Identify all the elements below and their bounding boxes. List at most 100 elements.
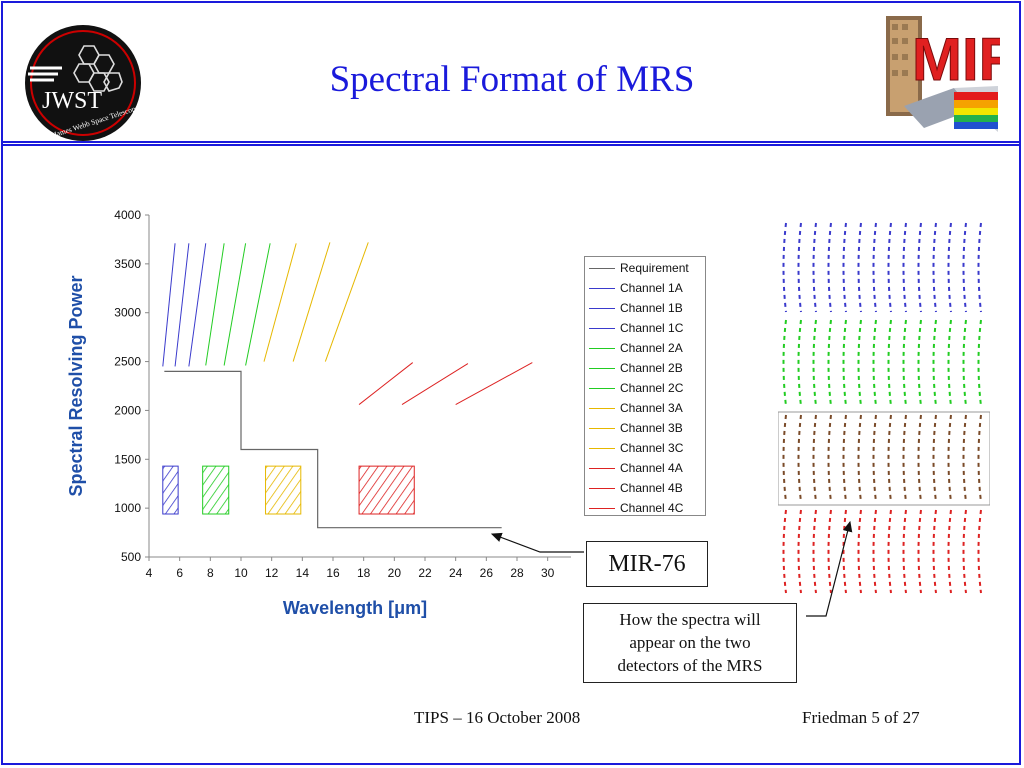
- legend-label: Channel 3A: [620, 401, 683, 415]
- x-tick-label: 30: [541, 566, 555, 580]
- jwst-logo-text: JWST: [42, 88, 102, 114]
- legend-label: Channel 2B: [620, 361, 683, 375]
- detector-images: [778, 220, 990, 596]
- miri-logo-icon: MIRI: [886, 16, 1000, 132]
- detector-panel: [778, 507, 990, 596]
- header-divider: [3, 141, 1021, 146]
- legend-item: Channel 2B: [585, 359, 705, 379]
- legend-item: Requirement: [585, 259, 705, 279]
- legend-swatch: [589, 428, 615, 429]
- legend-label: Channel 2A: [620, 341, 683, 355]
- miri-logo-text: MIRI: [912, 26, 1000, 93]
- legend-item: Channel 4C: [585, 499, 705, 519]
- x-tick-label: 10: [234, 566, 248, 580]
- x-tick-label: 28: [510, 566, 524, 580]
- legend-label: Channel 1C: [620, 321, 684, 335]
- footer-event: TIPS – 16 October 2008: [414, 708, 581, 727]
- series-line: [455, 362, 533, 406]
- y-tick-label: 1000: [114, 501, 141, 515]
- x-tick-label: 16: [326, 566, 340, 580]
- footer-page: Friedman 5 of 27: [802, 708, 920, 727]
- hatched-block: [358, 465, 415, 515]
- legend-item: Channel 2C: [585, 379, 705, 399]
- series-line: [205, 243, 225, 366]
- x-tick-label: 4: [146, 566, 153, 580]
- legend-item: Channel 3B: [585, 419, 705, 439]
- y-tick-label: 1500: [114, 452, 141, 466]
- legend-swatch: [589, 268, 615, 269]
- legend-swatch: [589, 348, 615, 349]
- chart-legend: Requirement Channel 1A Channel 1B Channel 1…: [584, 256, 706, 516]
- legend-swatch: [589, 328, 615, 329]
- legend-swatch: [589, 368, 615, 369]
- legend-label: Channel 3B: [620, 421, 683, 435]
- detector-panel: [778, 317, 990, 409]
- requirement-line: [164, 370, 502, 529]
- hatched-block: [202, 465, 230, 515]
- detector-note-callout: How the spectra will appear on the two d…: [583, 603, 797, 683]
- legend-item: Channel 4A: [585, 459, 705, 479]
- legend-label: Channel 2C: [620, 381, 684, 395]
- x-tick-label: 14: [296, 566, 310, 580]
- hatched-block: [162, 465, 179, 515]
- series-line: [292, 242, 331, 362]
- legend-swatch: [589, 448, 615, 449]
- legend-swatch: [589, 288, 615, 289]
- y-tick-label: 500: [121, 550, 141, 564]
- x-tick-label: 20: [388, 566, 402, 580]
- series-line: [162, 243, 176, 367]
- y-tick-label: 2500: [114, 355, 141, 369]
- legend-item: Channel 3C: [585, 439, 705, 459]
- legend-item: Channel 1A: [585, 279, 705, 299]
- legend-swatch: [589, 468, 615, 469]
- legend-item: Channel 2A: [585, 339, 705, 359]
- y-tick-label: 4000: [114, 208, 141, 222]
- legend-item: Channel 3A: [585, 399, 705, 419]
- legend-swatch: [589, 508, 615, 509]
- x-tick-label: 26: [480, 566, 494, 580]
- note-line-2: appear on the two: [629, 633, 751, 652]
- legend-item: Channel 1C: [585, 319, 705, 339]
- note-line-1: How the spectra will: [619, 610, 761, 629]
- legend-label: Channel 1B: [620, 301, 683, 315]
- legend-label: Channel 4C: [620, 501, 684, 515]
- series-line: [358, 362, 414, 405]
- y-axis-title: Spectral Resolving Power: [66, 275, 86, 496]
- legend-label: Channel 4A: [620, 461, 683, 475]
- x-axis-title: Wavelength [μm]: [283, 598, 427, 618]
- legend-label: Channel 4B: [620, 481, 683, 495]
- jwst-logo-icon: JWST James Webb Space Telescope: [25, 25, 141, 141]
- legend-label: Channel 1A: [620, 281, 683, 295]
- series-line: [401, 363, 469, 405]
- series-line: [245, 243, 271, 366]
- y-tick-label: 3500: [114, 257, 141, 271]
- x-tick-label: 12: [265, 566, 279, 580]
- legend-swatch: [589, 308, 615, 309]
- legend-item: Channel 1B: [585, 299, 705, 319]
- y-tick-label: 2000: [114, 403, 141, 417]
- x-tick-label: 8: [207, 566, 214, 580]
- resolving-power-chart: 500 1000 1500 2000 2500 3000 3500 4000 4 6 8 10 12 14…: [66, 208, 571, 618]
- legend-item: Channel 4B: [585, 479, 705, 499]
- note-line-3: detectors of the MRS: [617, 656, 763, 675]
- series-line: [174, 243, 190, 367]
- x-tick-label: 18: [357, 566, 371, 580]
- series-line: [223, 243, 247, 366]
- legend-swatch: [589, 388, 615, 389]
- series-line: [188, 243, 207, 367]
- x-tick-label: 22: [418, 566, 432, 580]
- series-line: [324, 242, 369, 362]
- legend-label: Channel 3C: [620, 441, 684, 455]
- hatched-block: [265, 465, 302, 515]
- mir76-callout: MIR-76: [586, 541, 708, 587]
- y-tick-label: 3000: [114, 306, 141, 320]
- page-title: Spectral Format of MRS: [329, 59, 695, 100]
- detector-panel: [778, 220, 990, 315]
- legend-swatch: [589, 408, 615, 409]
- legend-swatch: [589, 488, 615, 489]
- x-tick-label: 6: [176, 566, 183, 580]
- series-line: [263, 243, 297, 362]
- legend-label: Requirement: [620, 261, 689, 275]
- detector-panel: [778, 411, 990, 506]
